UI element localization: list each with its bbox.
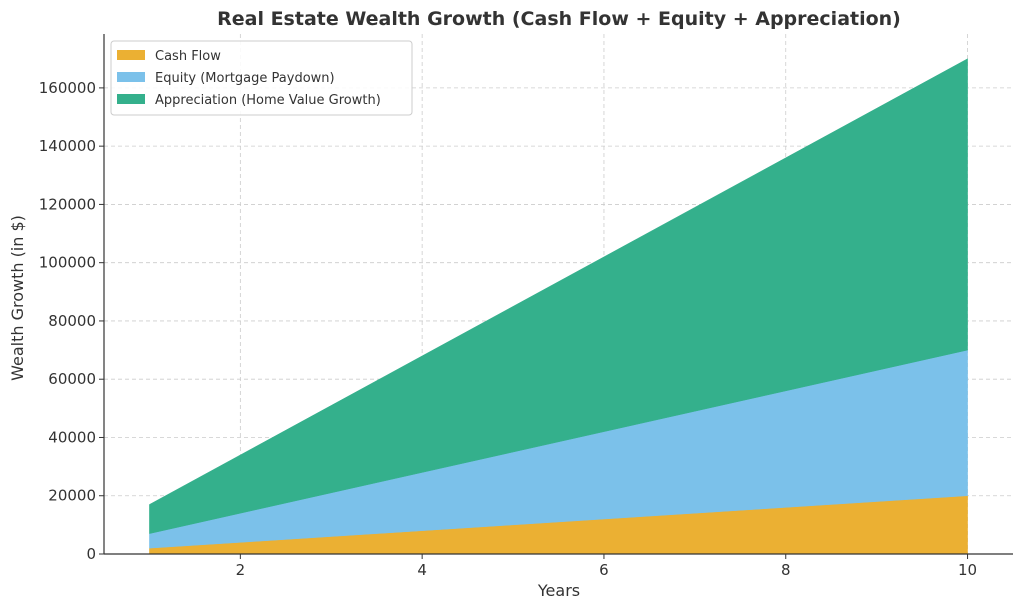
axes [103,34,1013,555]
x-tick-label: 10 [958,561,977,579]
legend: Cash Flow Equity (Mortgage Paydown) Apprec… [110,40,413,116]
ticks: 2 4 6 8 10 0 20000 40000 60000 80000 100000 120000 1… [39,79,977,579]
x-tick-label: 4 [417,561,427,579]
y-tick-label: 40000 [48,428,96,446]
x-tick-label: 6 [599,561,609,579]
y-tick-label: 60000 [48,370,96,388]
y-tick-label: 0 [86,545,96,563]
chart-title: Real Estate Wealth Growth (Cash Flow + E… [217,8,901,30]
legend-box [110,40,413,116]
y-axis-label: Wealth Growth (in $) [8,215,27,381]
y-tick-label: 100000 [39,254,96,272]
area-series-group [149,58,968,555]
legend-swatch [117,94,145,104]
legend-entry-label: Equity (Mortgage Paydown) [155,71,335,86]
y-tick-label: 20000 [48,487,96,505]
y-tick-label: 80000 [48,312,96,330]
y-tick-label: 140000 [39,137,96,155]
legend-swatch [117,72,145,82]
x-tick-label: 2 [236,561,246,579]
y-tick-label: 160000 [39,79,96,97]
x-axis-label: Years [537,581,580,600]
y-tick-label: 120000 [39,195,96,213]
legend-entry-label: Cash Flow [155,49,221,64]
legend-swatch [117,50,145,60]
area-series-3 [149,58,968,534]
legend-entry-label: Appreciation (Home Value Growth) [155,93,381,108]
x-tick-label: 8 [781,561,791,579]
